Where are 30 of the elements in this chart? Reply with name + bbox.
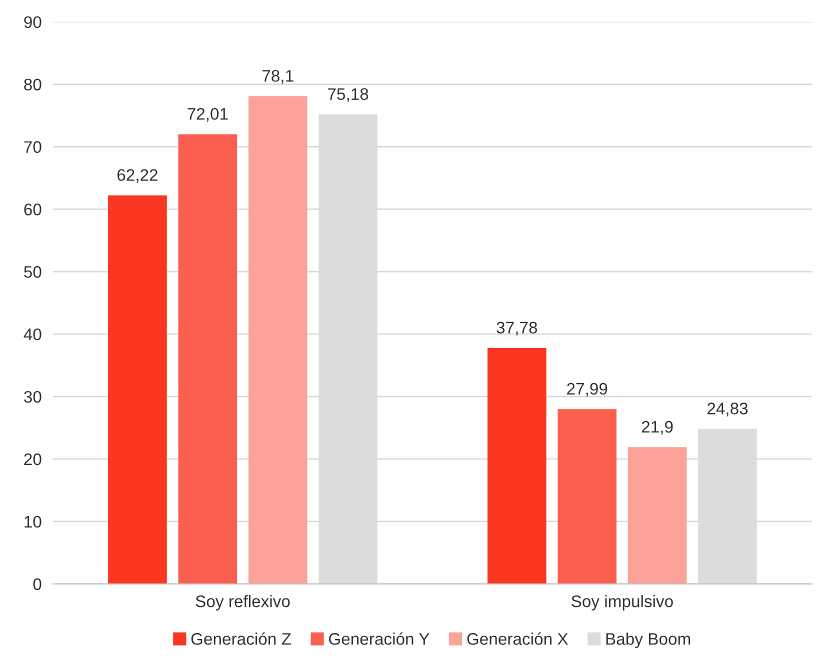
y-tick-label: 60 — [24, 204, 42, 216]
data-label: 24,83 — [707, 402, 748, 416]
bar — [108, 195, 167, 584]
bar — [558, 409, 617, 584]
legend-label: Baby Boom — [606, 632, 690, 648]
y-tick-label: 20 — [24, 453, 42, 466]
bar — [248, 96, 308, 584]
legend-label: Generación X — [467, 632, 568, 645]
data-label: 72,01 — [188, 108, 228, 122]
data-label: 78,1 — [262, 70, 294, 84]
legend-label: Generación Z — [191, 632, 291, 645]
x-tick-label: Soy reflexivo — [196, 594, 290, 611]
y-tick-label: 80 — [24, 78, 42, 90]
data-label: 75,18 — [328, 88, 368, 102]
y-tick-label: 10 — [24, 516, 42, 528]
data-label: 37,78 — [496, 322, 538, 336]
bar — [178, 134, 238, 584]
x-tick-label: Soy impulsivo — [572, 594, 673, 611]
data-label: 21,9 — [642, 420, 673, 435]
data-label: 27,99 — [567, 382, 608, 397]
y-tick-label: 70 — [24, 141, 42, 153]
y-tick-label: 0 — [33, 578, 42, 590]
y-tick-label: 50 — [24, 266, 42, 278]
y-tick-label: 90 — [24, 16, 42, 28]
bar — [488, 348, 546, 584]
data-label: 62,22 — [117, 169, 158, 183]
legend-label: Generación Y — [328, 632, 430, 645]
bar — [628, 447, 687, 584]
y-tick-label: 30 — [24, 390, 42, 403]
y-tick-label: 40 — [24, 328, 42, 340]
